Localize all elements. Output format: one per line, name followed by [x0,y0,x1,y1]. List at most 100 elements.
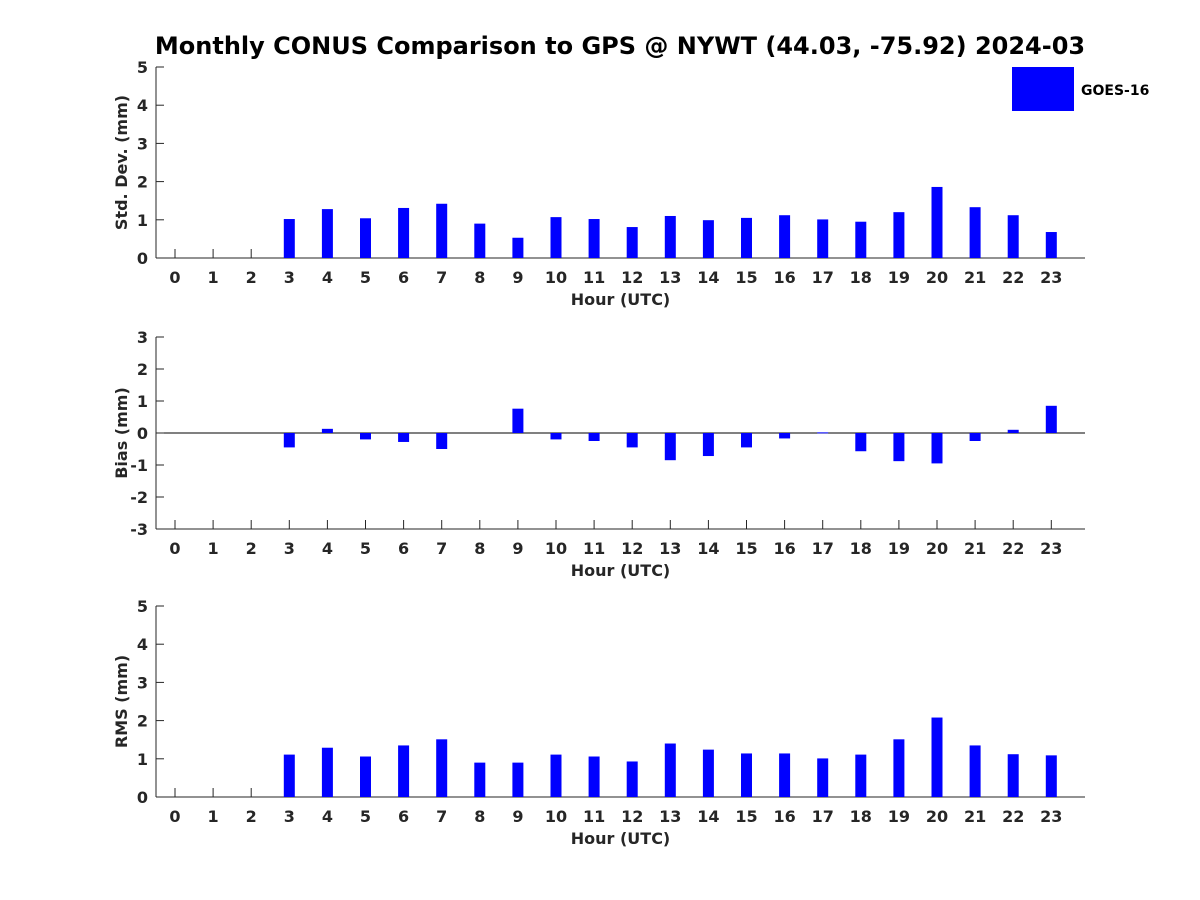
y-tick-label: -3 [130,520,148,539]
x-tick-label: 0 [169,539,180,558]
x-tick-label: 4 [322,268,333,287]
bar-hour-20 [931,433,943,464]
x-tick-label: 22 [1002,268,1024,287]
x-tick-label: 21 [964,539,986,558]
x-tick-label: 16 [773,807,795,826]
x-tick-label: 23 [1040,268,1062,287]
bar-hour-20 [931,717,943,797]
bar-hour-10 [550,754,562,797]
bar-hour-12 [626,433,638,448]
x-tick-label: 7 [436,807,447,826]
bar-hour-12 [626,761,638,797]
x-tick-label: 12 [621,268,643,287]
x-tick-label: 9 [512,268,523,287]
bar-hour-23 [1045,232,1057,258]
x-tick-label: 22 [1002,539,1024,558]
bar-hour-5 [360,218,371,258]
bar-hour-22 [1007,429,1019,433]
bar-hour-7 [436,433,448,449]
y-tick-label: 3 [137,328,148,347]
bar-hour-3 [283,219,295,258]
bar-hour-16 [779,215,791,258]
bar-hour-19 [893,739,905,797]
bar-hour-6 [398,207,410,258]
legend: GOES-16 [1012,67,1149,111]
bar-hour-3 [283,433,295,448]
x-tick-label: 15 [735,268,757,287]
y-tick-label: 0 [137,249,148,268]
bar-hour-13 [664,433,676,461]
y-tick-label: 1 [137,750,148,769]
x-tick-label: 2 [246,539,257,558]
x-tick-label: 18 [850,268,872,287]
x-tick-label: 6 [398,268,409,287]
bar-hour-9 [512,237,524,258]
x-tick-label: 8 [474,807,485,826]
bar-hour-21 [969,207,981,258]
y-tick-label: 0 [137,788,148,807]
x-tick-label: 4 [322,807,333,826]
chart-title: Monthly CONUS Comparison to GPS @ NYWT (… [155,32,1085,60]
y-tick-label: 4 [137,96,148,115]
bar-hour-16 [779,433,791,439]
bar-hour-23 [1045,755,1057,797]
x-tick-label: 15 [735,807,757,826]
bar-hour-13 [664,743,676,797]
bar-hour-4 [321,747,333,797]
x-tick-label: 21 [964,268,986,287]
x-tick-label: 12 [621,807,643,826]
x-tick-label: 0 [169,268,180,287]
x-tick-label: 1 [208,539,219,558]
bar-hour-11 [588,433,600,441]
bar-hour-11 [588,756,600,797]
x-tick-label: 22 [1002,807,1024,826]
bar-hour-14 [702,433,714,457]
x-tick-label: 13 [659,539,681,558]
x-tick-label: 11 [583,807,605,826]
y-tick-label: 5 [137,58,148,77]
bar-hour-6 [398,745,410,797]
bar-hour-8 [474,223,486,258]
x-tick-label: 3 [284,539,295,558]
x-tick-label: 9 [512,539,523,558]
x-tick-label: 7 [436,539,447,558]
bar-hour-4 [321,209,333,258]
bar-hour-15 [741,753,752,797]
y-axis-label: Bias (mm) [112,387,131,479]
bar-hour-22 [1007,215,1019,258]
bar-hour-13 [664,215,676,258]
y-tick-label: 2 [137,173,148,192]
x-tick-label: 21 [964,807,986,826]
bar-hour-23 [1045,405,1057,433]
y-axis-label: RMS (mm) [112,655,131,748]
bar-hour-14 [702,220,714,258]
bar-hour-15 [741,217,752,258]
x-tick-label: 17 [812,539,834,558]
bar-hour-18 [855,433,867,452]
x-tick-label: 17 [812,807,834,826]
x-tick-label: 10 [545,539,567,558]
x-tick-label: 14 [697,539,719,558]
bar-hour-9 [512,762,524,797]
x-tick-label: 5 [360,268,371,287]
x-tick-label: 20 [926,807,948,826]
bar-hour-18 [855,221,867,258]
bar-hour-21 [969,745,981,797]
y-tick-label: 0 [137,424,148,443]
bar-hour-10 [550,433,562,440]
x-tick-label: 12 [621,539,643,558]
bar-hour-17 [817,432,829,434]
legend-swatch [1012,67,1074,111]
bar-hour-17 [817,758,829,797]
bar-hour-12 [626,227,638,258]
x-tick-label: 3 [284,268,295,287]
x-axis-label: Hour (UTC) [571,829,671,848]
x-tick-label: 2 [246,268,257,287]
x-tick-label: 8 [474,268,485,287]
x-tick-label: 16 [773,268,795,287]
x-tick-label: 16 [773,539,795,558]
bar-hour-16 [779,753,791,797]
x-tick-label: 14 [697,268,719,287]
bar-hour-4 [321,428,333,433]
